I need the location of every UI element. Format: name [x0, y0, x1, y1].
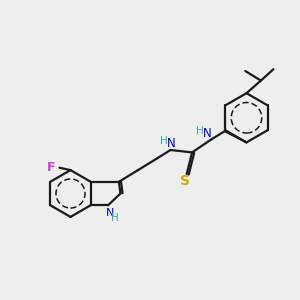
Text: N: N	[203, 127, 212, 140]
Text: H: H	[160, 136, 168, 146]
Text: H: H	[196, 126, 204, 136]
Text: H: H	[111, 213, 119, 223]
Text: S: S	[180, 174, 190, 188]
Text: F: F	[47, 161, 56, 174]
Text: N: N	[167, 137, 176, 150]
Text: N: N	[105, 208, 114, 218]
